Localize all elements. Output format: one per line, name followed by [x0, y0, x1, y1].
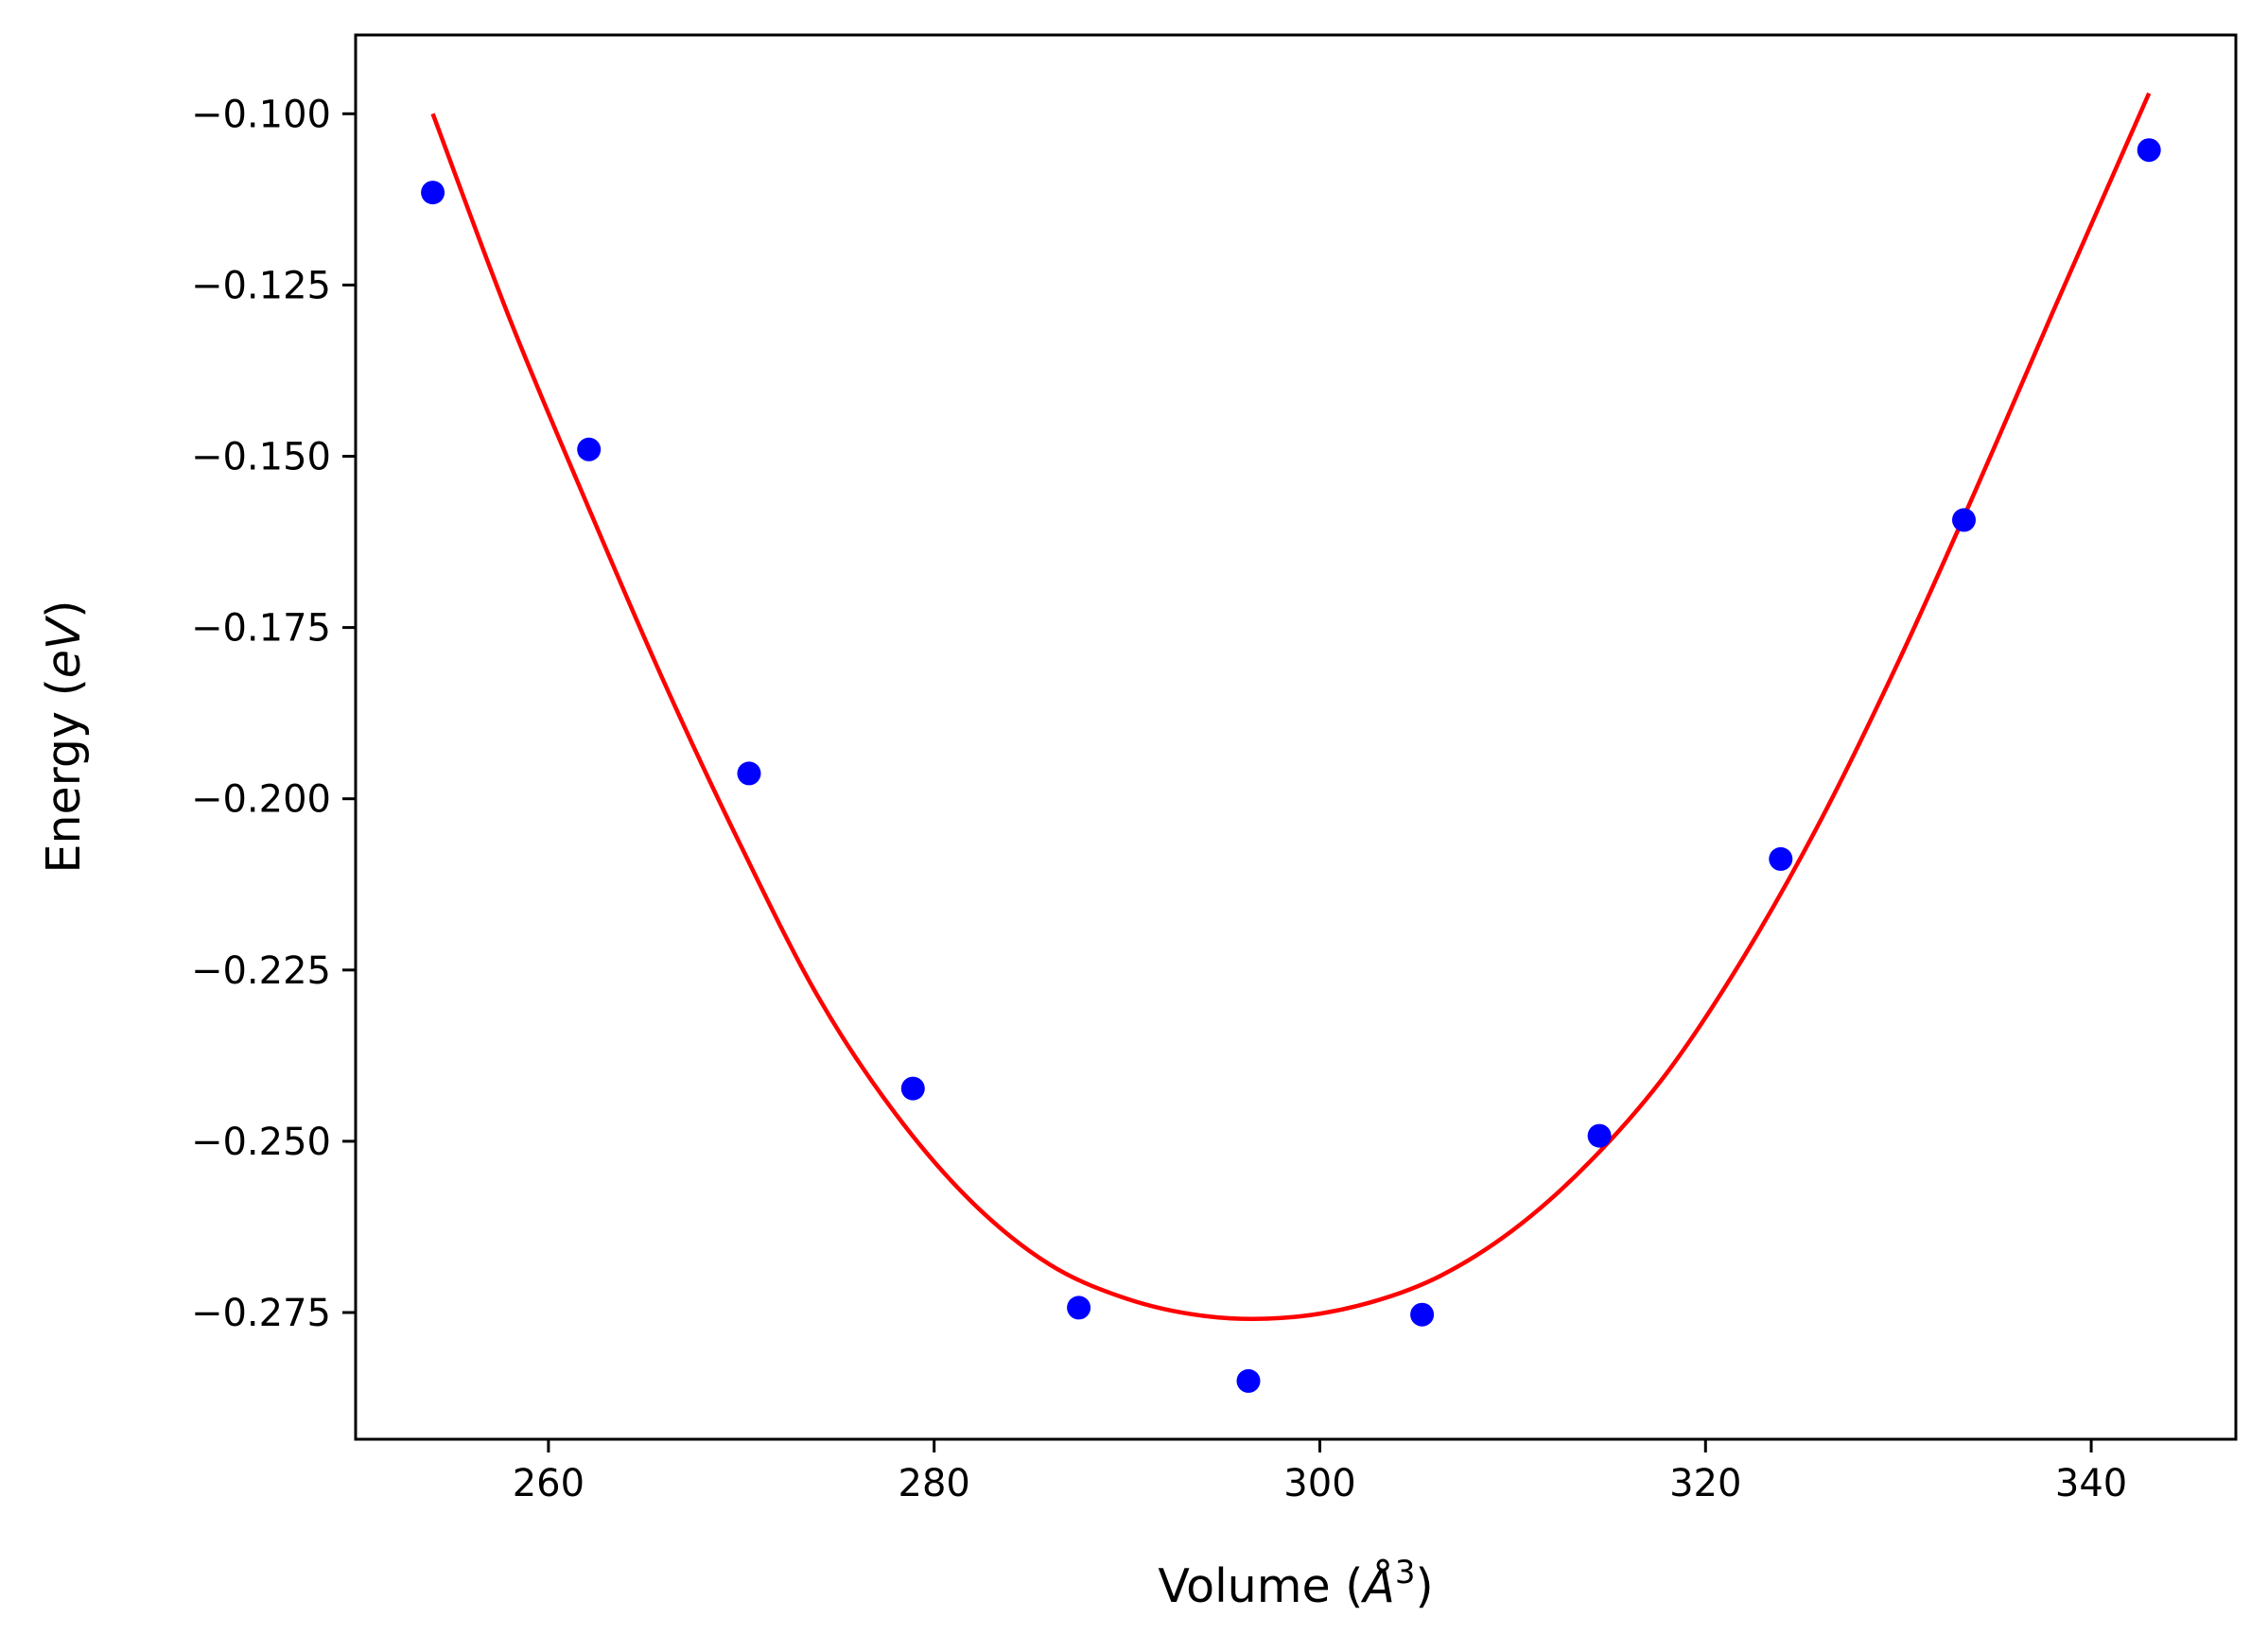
y-tick-label: −0.275	[191, 1292, 331, 1335]
data-point	[1410, 1302, 1435, 1327]
axis-ticks: 260 280 300 320 340 −0.100 −0.125 −0.150 −0.175 −…	[191, 93, 2127, 1505]
data-point	[900, 1076, 925, 1101]
data-point	[421, 181, 445, 205]
y-tick-label: −0.250	[191, 1121, 331, 1164]
data-point	[2137, 138, 2161, 163]
x-tick-label: 300	[1283, 1462, 1355, 1505]
y-axis-label: Energy (eV)	[37, 600, 91, 873]
data-point	[1769, 846, 1793, 871]
x-axis-label-suffix: )	[1415, 1559, 1433, 1613]
y-axis-label-suffix: )	[37, 600, 91, 617]
x-axis-label-symbol: Å	[1360, 1557, 1395, 1613]
y-axis-label-unit: eV	[37, 615, 91, 678]
axes-frame	[354, 33, 2238, 1441]
data-point	[737, 761, 761, 786]
x-tick-label: 340	[2055, 1462, 2127, 1505]
data-point	[1587, 1123, 1612, 1148]
data-point	[577, 437, 602, 461]
x-axis-label: Volume (Å3)	[1158, 1554, 1433, 1613]
y-tick-label: −0.150	[191, 436, 331, 479]
y-tick-label: −0.200	[191, 778, 331, 822]
data-point	[1952, 508, 1976, 532]
x-tick-label: 320	[1669, 1462, 1741, 1505]
y-axis-label-prefix: Energy (	[37, 678, 91, 873]
y-tick-label: −0.175	[191, 607, 331, 651]
y-tick-label: −0.125	[191, 264, 331, 307]
y-tick-label: −0.100	[191, 93, 331, 136]
data-point	[1236, 1368, 1261, 1393]
x-tick-label: 260	[513, 1462, 584, 1505]
x-axis-label-prefix: Volume (	[1158, 1559, 1363, 1613]
plot-area	[421, 92, 2161, 1393]
x-tick-label: 280	[898, 1462, 970, 1505]
data-point	[1067, 1296, 1091, 1320]
fit-curve	[430, 92, 2152, 1322]
x-axis-label-exponent: 3	[1395, 1554, 1416, 1591]
y-tick-label: −0.225	[191, 949, 331, 993]
